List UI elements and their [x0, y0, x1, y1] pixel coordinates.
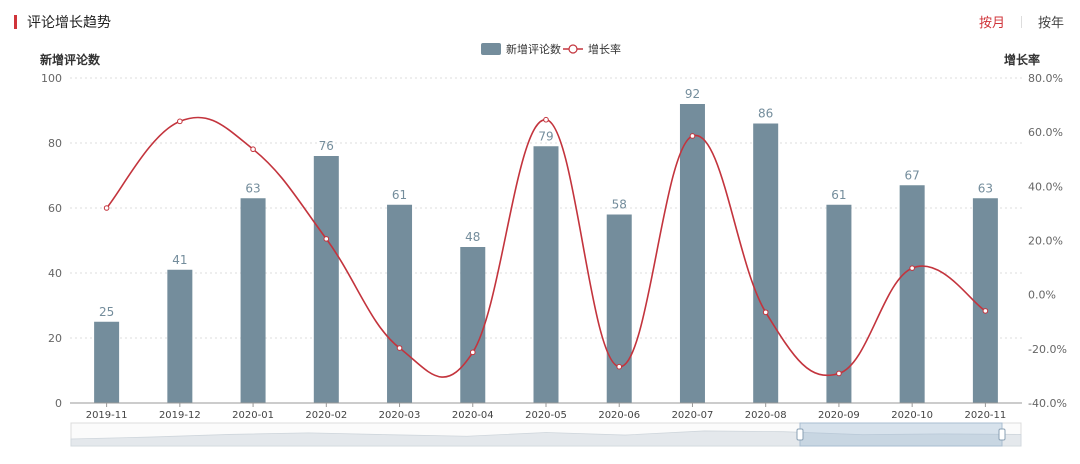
- bar: [606, 214, 632, 403]
- bar: [313, 156, 339, 403]
- x-tick-label: 2020-01: [232, 410, 274, 421]
- legend[interactable]: 新增评论数 增长率: [481, 42, 621, 56]
- line-point: [250, 146, 256, 153]
- bar: [679, 104, 705, 403]
- x-tick-label: 2020-10: [891, 410, 933, 421]
- line-point: [323, 236, 330, 242]
- bar-data-label: 41: [172, 253, 187, 267]
- y-right-tick-label: 40.0%: [1028, 180, 1063, 193]
- x-tick-label: 2019-11: [86, 410, 128, 421]
- x-tick-label: 2020-08: [745, 410, 787, 421]
- line-point: [396, 345, 403, 351]
- bar: [826, 204, 852, 403]
- y-right-tick-label: 80.0%: [1028, 72, 1063, 85]
- y-right-axis-title: 增长率: [1004, 52, 1040, 67]
- bar-data-label: 92: [685, 87, 700, 101]
- page-title: 评论增长趋势: [27, 15, 111, 31]
- line-point: [469, 349, 476, 356]
- x-tick-label: 2020-02: [305, 410, 347, 421]
- title-accent-bar: [14, 15, 17, 29]
- chart-header: 评论增长趋势: [14, 12, 111, 32]
- y-right-tick-label: 60.0%: [1028, 126, 1063, 139]
- bar: [899, 185, 925, 403]
- legend-bar-label: 新增评论数: [506, 42, 561, 56]
- y-left-tick-label: 60: [48, 202, 62, 215]
- data-zoom-slider[interactable]: [70, 422, 1022, 447]
- bar-data-label: 61: [831, 188, 846, 202]
- bar-data-label: 79: [538, 129, 553, 143]
- bar-data-label: 76: [319, 139, 334, 153]
- toggle-month-button[interactable]: 按月: [978, 16, 1005, 31]
- x-tick-label: 2020-11: [964, 410, 1006, 421]
- x-tick-label: 2020-05: [525, 410, 567, 421]
- legend-line-marker: [568, 44, 578, 54]
- x-tick-label: 2020-03: [379, 410, 421, 421]
- bar: [972, 198, 998, 403]
- x-tick-label: 2019-12: [159, 410, 201, 421]
- x-tick-label: 2020-07: [672, 410, 714, 421]
- legend-bar-swatch: [481, 43, 501, 55]
- line-point: [616, 363, 623, 370]
- bar-data-label: 48: [465, 230, 480, 244]
- bar-data-label: 86: [758, 107, 773, 121]
- zoom-handle[interactable]: [998, 428, 1006, 441]
- bar-data-label: 61: [392, 188, 407, 202]
- line-point: [836, 370, 842, 377]
- y-right-tick-label: 20.0%: [1028, 235, 1063, 248]
- bar-data-label: 63: [245, 181, 260, 195]
- bar: [387, 204, 413, 403]
- y-left-tick-label: 40: [48, 267, 62, 280]
- line-point: [103, 205, 110, 211]
- bar: [753, 123, 779, 403]
- y-left-tick-label: 80: [48, 137, 62, 150]
- legend-line-label: 增长率: [588, 42, 621, 56]
- x-tick-label: 2020-04: [452, 410, 494, 421]
- y-left-axis-title: 新增评论数: [40, 52, 101, 67]
- line-point: [543, 116, 549, 123]
- bar: [460, 247, 486, 403]
- y-right-tick-label: -40.0%: [1028, 397, 1067, 410]
- y-right-tick-label: -20.0%: [1028, 343, 1067, 356]
- zoom-selection-window: [799, 422, 1003, 447]
- line-point: [909, 265, 915, 271]
- x-tick-label: 2020-09: [818, 410, 860, 421]
- bar: [167, 269, 193, 403]
- y-left-tick-label: 100: [41, 72, 62, 85]
- line-point: [177, 118, 183, 125]
- zoom-overview-area: [70, 430, 1022, 447]
- bar: [533, 146, 559, 403]
- bar-series: 25 41 63 76 61 48 79 58 92 86 61 67 63: [94, 87, 998, 403]
- line-point: [689, 133, 696, 139]
- period-toggle: 按月 按年: [977, 12, 1066, 31]
- bar-data-label: 25: [99, 305, 114, 319]
- line-series: [103, 116, 989, 378]
- line-point: [762, 309, 769, 316]
- line-point: [982, 308, 989, 314]
- y-right-tick-label: 0.0%: [1028, 289, 1056, 302]
- bar-data-label: 58: [612, 198, 627, 212]
- zoom-handle[interactable]: [796, 428, 804, 441]
- y-left-tick-label: 20: [48, 332, 62, 345]
- toggle-divider: [1020, 15, 1022, 28]
- bar-data-label: 63: [978, 181, 993, 195]
- bar: [94, 321, 120, 403]
- bar-data-label: 67: [905, 168, 920, 182]
- y-left-tick-label: 0: [55, 397, 62, 410]
- growth-rate-line: [106, 116, 986, 378]
- x-tick-label: 2020-06: [598, 410, 640, 421]
- toggle-year-button[interactable]: 按年: [1037, 16, 1064, 31]
- bar: [240, 198, 266, 403]
- axes: 0 20 40 60 80 100 80.0% 60.0% 40.0% 20.0% 0.0% -20.…: [40, 52, 1067, 421]
